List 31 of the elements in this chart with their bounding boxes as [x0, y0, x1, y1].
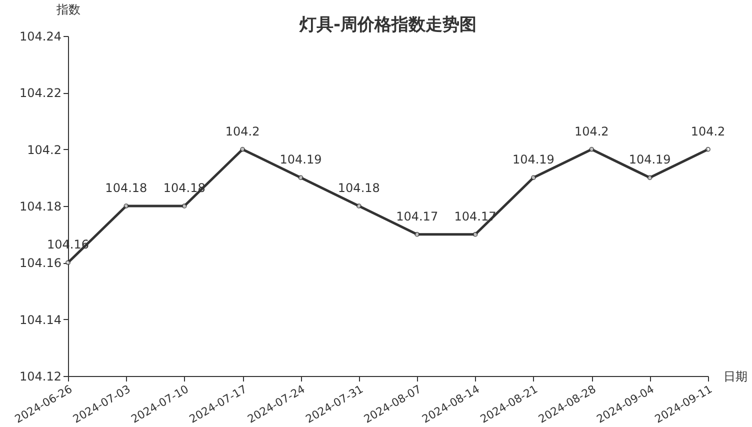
- point: [66, 260, 70, 266]
- data-label: 104.19: [512, 152, 554, 167]
- point: [530, 175, 536, 180]
- data-label: 104.2: [225, 124, 260, 138]
- data-label: 104.18: [105, 181, 148, 195]
- y-axis-title: 指数: [56, 2, 80, 16]
- point: [472, 232, 478, 237]
- y-tick-label: 104.22: [20, 86, 62, 100]
- y-tick-label: 104.24: [20, 30, 62, 44]
- point: [589, 146, 594, 152]
- point: [356, 204, 362, 208]
- point: [298, 175, 304, 180]
- data-label: 104.18: [338, 181, 380, 195]
- data-label: 104.2: [690, 124, 726, 138]
- point: [647, 175, 652, 180]
- point: [124, 204, 129, 208]
- point: [182, 204, 187, 208]
- y-tick-label: 104.12: [20, 370, 62, 384]
- data-label: 104.19: [628, 152, 671, 167]
- y-tick-label: 104.18: [20, 200, 62, 214]
- data-label: 104.2: [574, 124, 609, 138]
- chart-title: 灯具-周价格指数走势图: [298, 15, 477, 35]
- point: [414, 232, 420, 237]
- data-label: 104.17: [396, 209, 438, 224]
- point: [240, 146, 246, 152]
- y-tick-label: 104.2: [27, 142, 62, 157]
- data-label: 104.19: [280, 152, 322, 167]
- y-tick-label: 104.16: [20, 256, 62, 270]
- point: [706, 146, 710, 152]
- x-axis-title: 日期: [724, 370, 748, 384]
- y-tick-label: 104.14: [20, 312, 62, 327]
